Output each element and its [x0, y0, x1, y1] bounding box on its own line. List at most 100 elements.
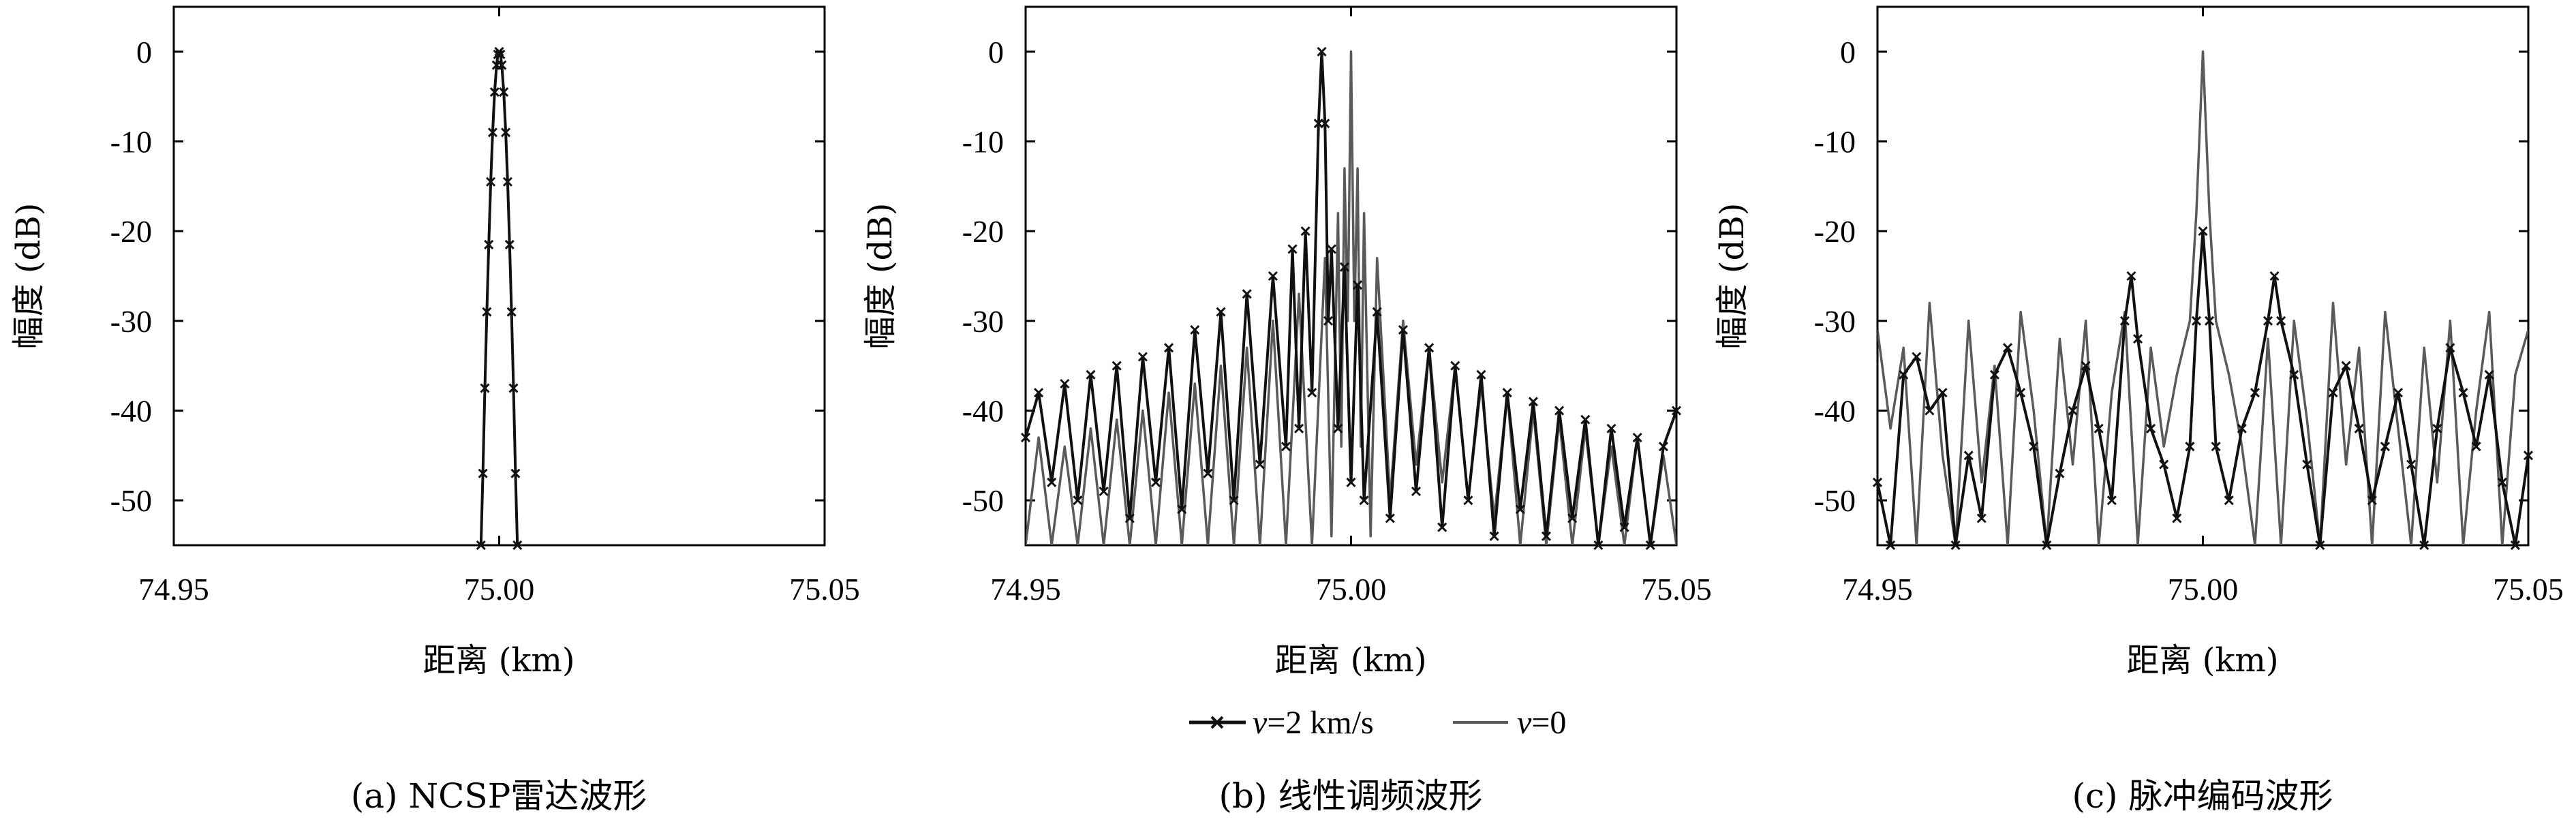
- panel-c-point-v2: [2029, 442, 2039, 452]
- panel-c-point-v2: [2380, 442, 2390, 452]
- panel-b-point-v2: [1671, 406, 1682, 416]
- panel-a-ytick-label: -20: [110, 214, 152, 249]
- panel-c-ytick-label: -30: [1814, 304, 1856, 339]
- panel-b-point-v2: [1287, 244, 1298, 254]
- panel-b-point-v2: [1020, 432, 1031, 443]
- panel-c-xtick-label: 75.05: [2493, 572, 2564, 607]
- panel-a-point-v2: [478, 468, 488, 478]
- panel-b-point-v2: [1411, 486, 1422, 497]
- panel-b-point-v2: [1372, 307, 1382, 317]
- panel-b-point-v2: [1034, 388, 1044, 398]
- panel-c-point-v2: [2159, 459, 2169, 470]
- panel-c-point-v2: [2081, 361, 2091, 371]
- panel-b-point-v2: [1580, 414, 1591, 425]
- panel-b-point-v2: [1352, 280, 1363, 290]
- panel-a-point-v2: [508, 383, 519, 393]
- panel-b-point-v2: [1203, 468, 1213, 478]
- panel-c-point-v2: [2204, 316, 2215, 326]
- panel-c-point-v2: [2367, 495, 2377, 506]
- panel-b-point-v2: [1294, 423, 1304, 433]
- panel-c-point-v2: [1899, 369, 1909, 380]
- panel-b-point-v2: [1111, 361, 1122, 371]
- panel-b-xtick-label: 74.95: [990, 572, 1061, 607]
- panel-c-point-v2: [1925, 406, 1935, 416]
- panel-b-ylabel: 幅度 (dB): [861, 203, 900, 350]
- panel-c-point-v2: [1886, 540, 1896, 551]
- panel-b-xtick-label: 75.05: [1641, 572, 1712, 607]
- panel-c-ytick-label: -20: [1814, 214, 1856, 249]
- panel-a-point-v2: [502, 177, 512, 187]
- panel-a-xtick-label: 74.95: [138, 572, 209, 607]
- panel-b-ytick-label: -40: [962, 394, 1004, 429]
- panel-c-point-v2: [2269, 271, 2280, 281]
- panel-c-point-v2: [2289, 369, 2299, 380]
- panel-c-point-v2: [2211, 442, 2221, 452]
- panel-c-caption: (c) 脉冲编码波形: [2072, 776, 2333, 816]
- panel-b-point-v2: [1463, 495, 1473, 506]
- panel-b-point-v2: [1398, 324, 1408, 335]
- panel-b-point-v2: [1268, 271, 1278, 281]
- panel-b-point-v2: [1424, 343, 1435, 353]
- legend-item-moving: v=2 km/s: [1189, 705, 1374, 741]
- panel-c-ytick-label: -10: [1814, 125, 1856, 159]
- panel-b-point-v2: [1300, 226, 1310, 236]
- panel-a-point-v2: [510, 468, 521, 478]
- legend: v=2 km/s v=0: [1189, 705, 1566, 741]
- panel-b-ytick-label: 0: [988, 35, 1004, 70]
- panel-b-point-v2: [1317, 46, 1327, 57]
- panel-c-point-v2: [2276, 316, 2286, 326]
- x-marker-icon: [1210, 716, 1224, 729]
- panel-c-point-v2: [2393, 388, 2404, 398]
- panel-a-point-v2: [482, 307, 492, 317]
- panel-c-point-v2: [1963, 450, 1974, 461]
- panel-c-point-v2: [2250, 388, 2260, 398]
- panel-b-point-v2: [1515, 504, 1525, 515]
- panel-b-ytick-label: -50: [962, 483, 1004, 518]
- panel-b-xtick-label: 75.00: [1316, 572, 1387, 607]
- panel-a-point-v2: [489, 87, 500, 97]
- panel-a-ylabel: 幅度 (dB): [10, 203, 48, 350]
- panel-b-point-v2: [1216, 307, 1226, 317]
- panel-b-point-v2: [1086, 369, 1096, 380]
- panel-a-point-v2: [497, 60, 507, 70]
- panel-c-point-v2: [1872, 477, 1883, 487]
- panel-a-caption: (a) NCSP雷达波形: [351, 776, 647, 816]
- panel-c-point-v2: [2119, 316, 2130, 326]
- panel-b-point-v2: [1476, 369, 1486, 380]
- panel-b-point-v2: [1528, 397, 1538, 407]
- panel-a-ytick-label: -10: [110, 125, 152, 159]
- panel-a-ytick-label: -40: [110, 394, 152, 429]
- panel-a-ytick-label: -50: [110, 483, 152, 518]
- panel-a-ytick-label: -30: [110, 304, 152, 339]
- panel-b-point-v2: [1229, 495, 1239, 506]
- panel-b-point-v2: [1359, 495, 1369, 506]
- panel-b-point-v2: [1255, 459, 1265, 470]
- panel-c-ytick-label: 0: [1840, 35, 1856, 70]
- panel-c-point-v2: [2146, 423, 2156, 433]
- panel-b-point-v2: [1177, 504, 1187, 515]
- panel-c-series-line-v0: [1877, 50, 2528, 545]
- panel-b-point-v2: [1320, 119, 1330, 129]
- panel-b-point-v2: [1323, 316, 1334, 326]
- panel-c-point-v2: [2068, 406, 2078, 416]
- panel-c-point-v2: [2523, 450, 2534, 461]
- panel-b-point-v2: [1307, 388, 1317, 398]
- panel-c-point-v2: [1989, 369, 1999, 380]
- panel-b-ytick-label: -20: [962, 214, 1004, 249]
- panel-c-xtick-label: 75.00: [2168, 572, 2239, 607]
- panel-a-point-v2: [480, 383, 490, 393]
- panel-b-point-v2: [1632, 432, 1642, 443]
- panel-c-point-v2: [2191, 316, 2202, 326]
- panel-b-point-v2: [1047, 477, 1057, 487]
- panel-c-point-v2: [1950, 540, 1961, 551]
- panel-c-point-v2: [2263, 316, 2273, 326]
- panel-b-ytick-label: -10: [962, 125, 1004, 159]
- panel-a-point-v2: [495, 49, 506, 59]
- panel-b-point-v2: [1541, 531, 1552, 541]
- panel-b-point-v2: [1326, 244, 1336, 254]
- panel-c-point-v2: [2445, 343, 2455, 353]
- panel-b-point-v2: [1606, 423, 1616, 433]
- panel-b-point-v2: [1658, 442, 1668, 452]
- panel-c-point-v2: [2328, 388, 2338, 398]
